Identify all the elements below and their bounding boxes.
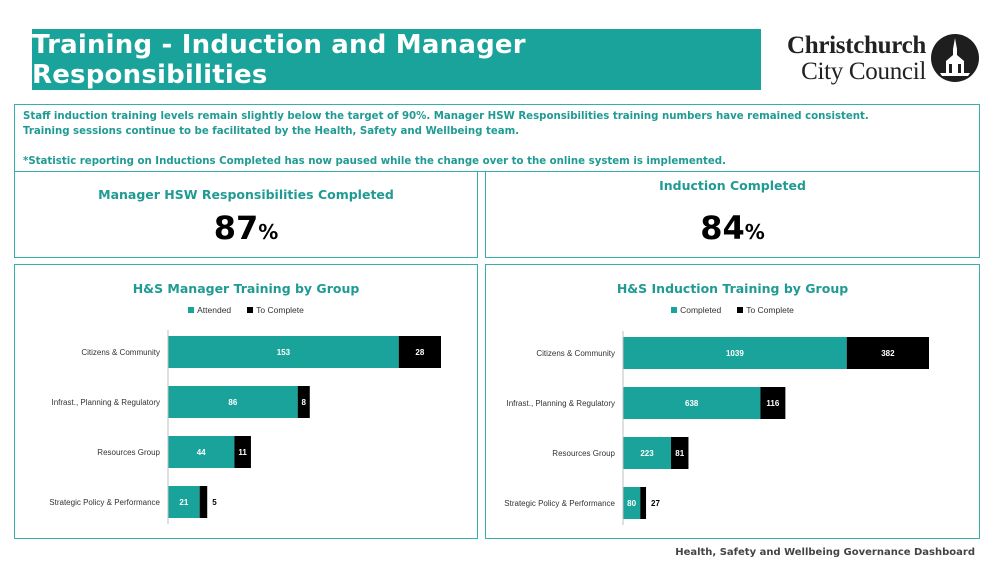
legend-swatch (188, 307, 195, 313)
bar-segment (671, 437, 689, 469)
kpi-manager-number: 87 (213, 209, 259, 247)
chart-legend: Attended To Complete (15, 305, 477, 315)
bar-segment (168, 436, 235, 468)
category-label: Strategic Policy & Performance (49, 498, 160, 507)
kpi-manager-value: 87% (15, 209, 477, 247)
category-label: Infrast., Planning & Regulatory (506, 399, 615, 408)
data-label: 11 (238, 448, 247, 457)
logo-line1: Christchurch (786, 32, 926, 59)
kpi-induction-unit: % (744, 220, 765, 244)
bar-segment (168, 486, 200, 518)
footer-text: Health, Safety and Wellbeing Governance … (675, 547, 975, 558)
legend-item: To Complete (247, 305, 304, 315)
data-label: 86 (228, 398, 237, 407)
intro-line1: Staff induction training levels remain s… (23, 111, 869, 122)
data-label: 153 (277, 348, 291, 357)
data-label: 27 (651, 499, 660, 508)
cathedral-icon (931, 34, 979, 82)
category-label: Resources Group (552, 449, 615, 458)
category-label: Resources Group (97, 448, 160, 457)
bar-segment (297, 386, 310, 418)
data-label: 8 (302, 398, 307, 407)
category-label: Infrast., Planning & Regulatory (51, 398, 160, 407)
chart-title: H&S Manager Training by Group (132, 281, 360, 296)
legend-label: To Complete (746, 305, 794, 315)
data-label: 81 (675, 449, 684, 458)
intro-panel: Staff induction training levels remain s… (14, 104, 980, 172)
legend-swatch (247, 307, 254, 313)
kpi-induction-value: 84% (486, 209, 979, 247)
data-label: 638 (685, 399, 699, 408)
legend-label: Completed (680, 305, 722, 315)
data-label: 28 (415, 348, 424, 357)
kpi-manager-unit: % (258, 220, 279, 244)
kpi-induction-number: 84 (700, 209, 745, 247)
data-label: 5 (212, 498, 217, 507)
category-label: Citizens & Community (536, 349, 615, 358)
logo-line2: City Council (801, 58, 926, 85)
intro-note: *Statistic reporting on Inductions Compl… (23, 156, 726, 167)
data-label: 382 (881, 349, 895, 358)
legend-swatch (737, 307, 744, 313)
legend-swatch (671, 307, 678, 313)
data-label: 44 (197, 448, 206, 457)
legend-item: Attended (188, 305, 231, 315)
legend-label: To Complete (256, 305, 304, 315)
data-label: 21 (179, 498, 188, 507)
council-logo: Christchurch City Council (768, 32, 983, 88)
legend-item: To Complete (737, 305, 794, 315)
legend-label: Attended (197, 305, 232, 315)
bar-segment (623, 337, 847, 369)
intro-line2: Training sessions continue to be facilit… (23, 125, 520, 137)
kpi-manager-label: Manager HSW Responsibilities Completed (98, 187, 394, 202)
kpi-induction-card: Induction Completed 84% (485, 171, 980, 258)
bar-segment (398, 336, 441, 368)
data-label: 1039 (726, 349, 744, 358)
bar-segment (846, 337, 929, 369)
chart-title: H&S Induction Training by Group (616, 281, 849, 296)
chart-legend: Completed To Complete (486, 305, 979, 315)
page-title: Training - Induction and Manager Respons… (32, 29, 761, 90)
bar-segment (623, 437, 672, 469)
category-label: Citizens & Community (81, 348, 160, 357)
bar-segment (168, 386, 298, 418)
bar-segment (199, 486, 208, 518)
chart-plot: Citizens & Community 1039 382 Infrast., Pla… (504, 331, 929, 525)
bar-segment (623, 387, 761, 419)
kpi-manager-card: Manager HSW Responsibilities Completed 8… (14, 171, 478, 258)
bar-segment (623, 487, 641, 519)
bar-segment (760, 387, 786, 419)
data-label: 116 (766, 399, 779, 408)
bar-segment (640, 487, 647, 519)
bar-segment (234, 436, 251, 468)
kpi-induction-label: Induction Completed (659, 178, 806, 193)
category-label: Strategic Policy & Performance (504, 499, 615, 508)
induction-training-chart: H&S Induction Training by Group Complete… (485, 264, 980, 539)
chart-plot: Citizens & Community 153 28 Infrast., Plann… (49, 330, 441, 524)
data-label: 223 (640, 449, 654, 458)
data-label: 80 (627, 499, 636, 508)
manager-training-chart: H&S Manager Training by Group Attended T… (14, 264, 478, 539)
legend-item: Completed (671, 305, 721, 315)
bar-segment (168, 336, 399, 368)
